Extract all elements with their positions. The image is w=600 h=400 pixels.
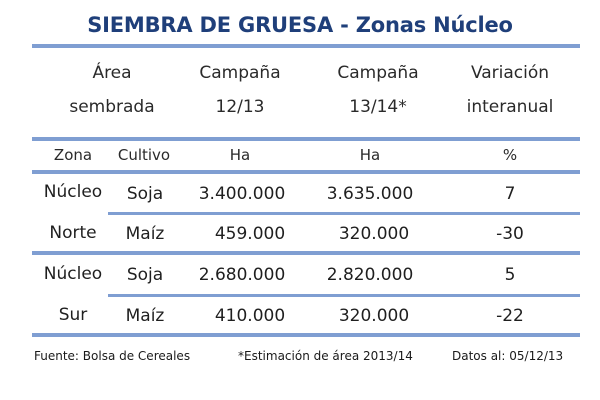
variation-cell: -22 [496, 306, 524, 326]
footer-note: *Estimación de área 2013/14 [238, 349, 413, 363]
zone-name-line2: Norte [49, 223, 97, 243]
rule-header [32, 137, 580, 141]
zone-name-line1: Núcleo [43, 182, 103, 202]
crop-cell: Soja [126, 265, 164, 285]
subheader-crop: Cultivo [117, 146, 171, 164]
subheader-zone: Zona [53, 146, 93, 164]
rule-top [32, 44, 580, 48]
header-campaign2-line1: Campaña [337, 63, 419, 83]
value-1314-cell: 3.635.000 [326, 184, 414, 204]
variation-cell: 5 [504, 265, 516, 285]
variation-cell: -30 [496, 224, 524, 244]
rule-zone-divider [32, 251, 580, 255]
page-title: SIEMBRA DE GRUESA - Zonas Núcleo [87, 13, 513, 37]
header-area-line1: Área [92, 63, 132, 83]
zone-name-line1: Núcleo [43, 264, 103, 284]
rule-subheader [32, 170, 580, 174]
header-variation-line1: Variación [470, 63, 550, 83]
rule-bottom [32, 333, 580, 337]
footer-date: Datos al: 05/12/13 [452, 349, 564, 363]
rule-sur-mid [108, 294, 580, 297]
subheader-unit-1314: Ha [359, 146, 381, 164]
value-1213-cell: 2.680.000 [198, 265, 286, 285]
footer-source: Fuente: Bolsa de Cereales [34, 349, 191, 363]
header-campaign1-line1: Campaña [199, 63, 281, 83]
value-1314-cell: 320.000 [338, 224, 410, 244]
zone-name-line2: Sur [58, 305, 88, 325]
header-area-line2: sembrada [69, 97, 155, 117]
header-variation-line2: interanual [466, 97, 554, 117]
rule-norte-mid [108, 212, 580, 215]
crop-cell: Soja [126, 184, 164, 204]
crop-cell: Maíz [125, 224, 165, 244]
crop-cell: Maíz [125, 306, 165, 326]
variation-cell: 7 [504, 184, 516, 204]
subheader-unit-variation: % [502, 146, 518, 164]
subheader-unit-1213: Ha [229, 146, 251, 164]
header-campaign2-line2: 13/14* [349, 97, 407, 117]
value-1213-cell: 459.000 [214, 224, 286, 244]
value-1314-cell: 2.820.000 [326, 265, 414, 285]
value-1213-cell: 3.400.000 [198, 184, 286, 204]
value-1213-cell: 410.000 [214, 306, 286, 326]
value-1314-cell: 320.000 [338, 306, 410, 326]
header-campaign1-line2: 12/13 [215, 97, 265, 117]
